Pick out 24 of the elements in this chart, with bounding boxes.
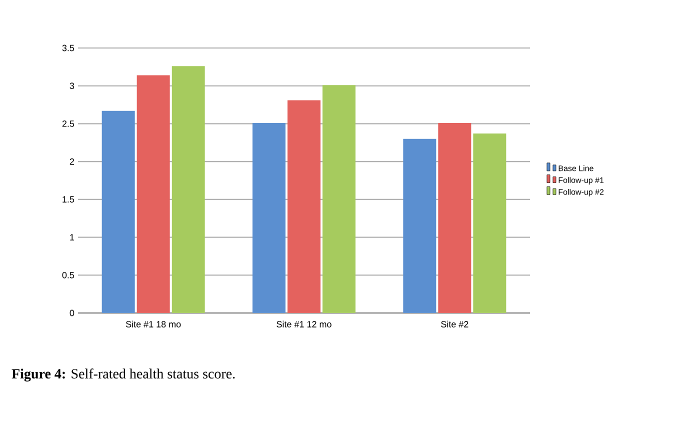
- bar: [172, 66, 205, 313]
- bar: [403, 138, 436, 313]
- bar: [102, 110, 135, 313]
- legend-label: Follow-up #2: [558, 188, 604, 196]
- bar: [438, 122, 472, 313]
- text: Figure 4: Self-rated health status score.: [12, 368, 235, 382]
- x-tick-label: Site #2: [441, 320, 468, 328]
- bar: [473, 134, 506, 313]
- bar: [136, 75, 170, 313]
- y-tick-label: 3.5: [62, 44, 74, 52]
- x-tick-label: Site #1 18 mo: [126, 320, 181, 328]
- legend-label: Base Line: [558, 165, 594, 172]
- y-tick-label: 3: [70, 82, 74, 90]
- bar: [322, 85, 356, 313]
- y-tick-label: 2: [70, 158, 74, 165]
- y-tick-label: 0: [70, 310, 74, 316]
- bar: [288, 100, 321, 313]
- y-tick-label: 0.5: [62, 272, 74, 278]
- y-tick-label: 1.5: [62, 196, 74, 203]
- bar: [252, 122, 286, 313]
- y-tick-label: 2.5: [62, 120, 74, 127]
- y-tick-label: 1: [70, 234, 74, 240]
- x-tick-label: Site #1 12 mo: [276, 320, 332, 328]
- legend-label: Follow-up #1: [558, 177, 604, 185]
